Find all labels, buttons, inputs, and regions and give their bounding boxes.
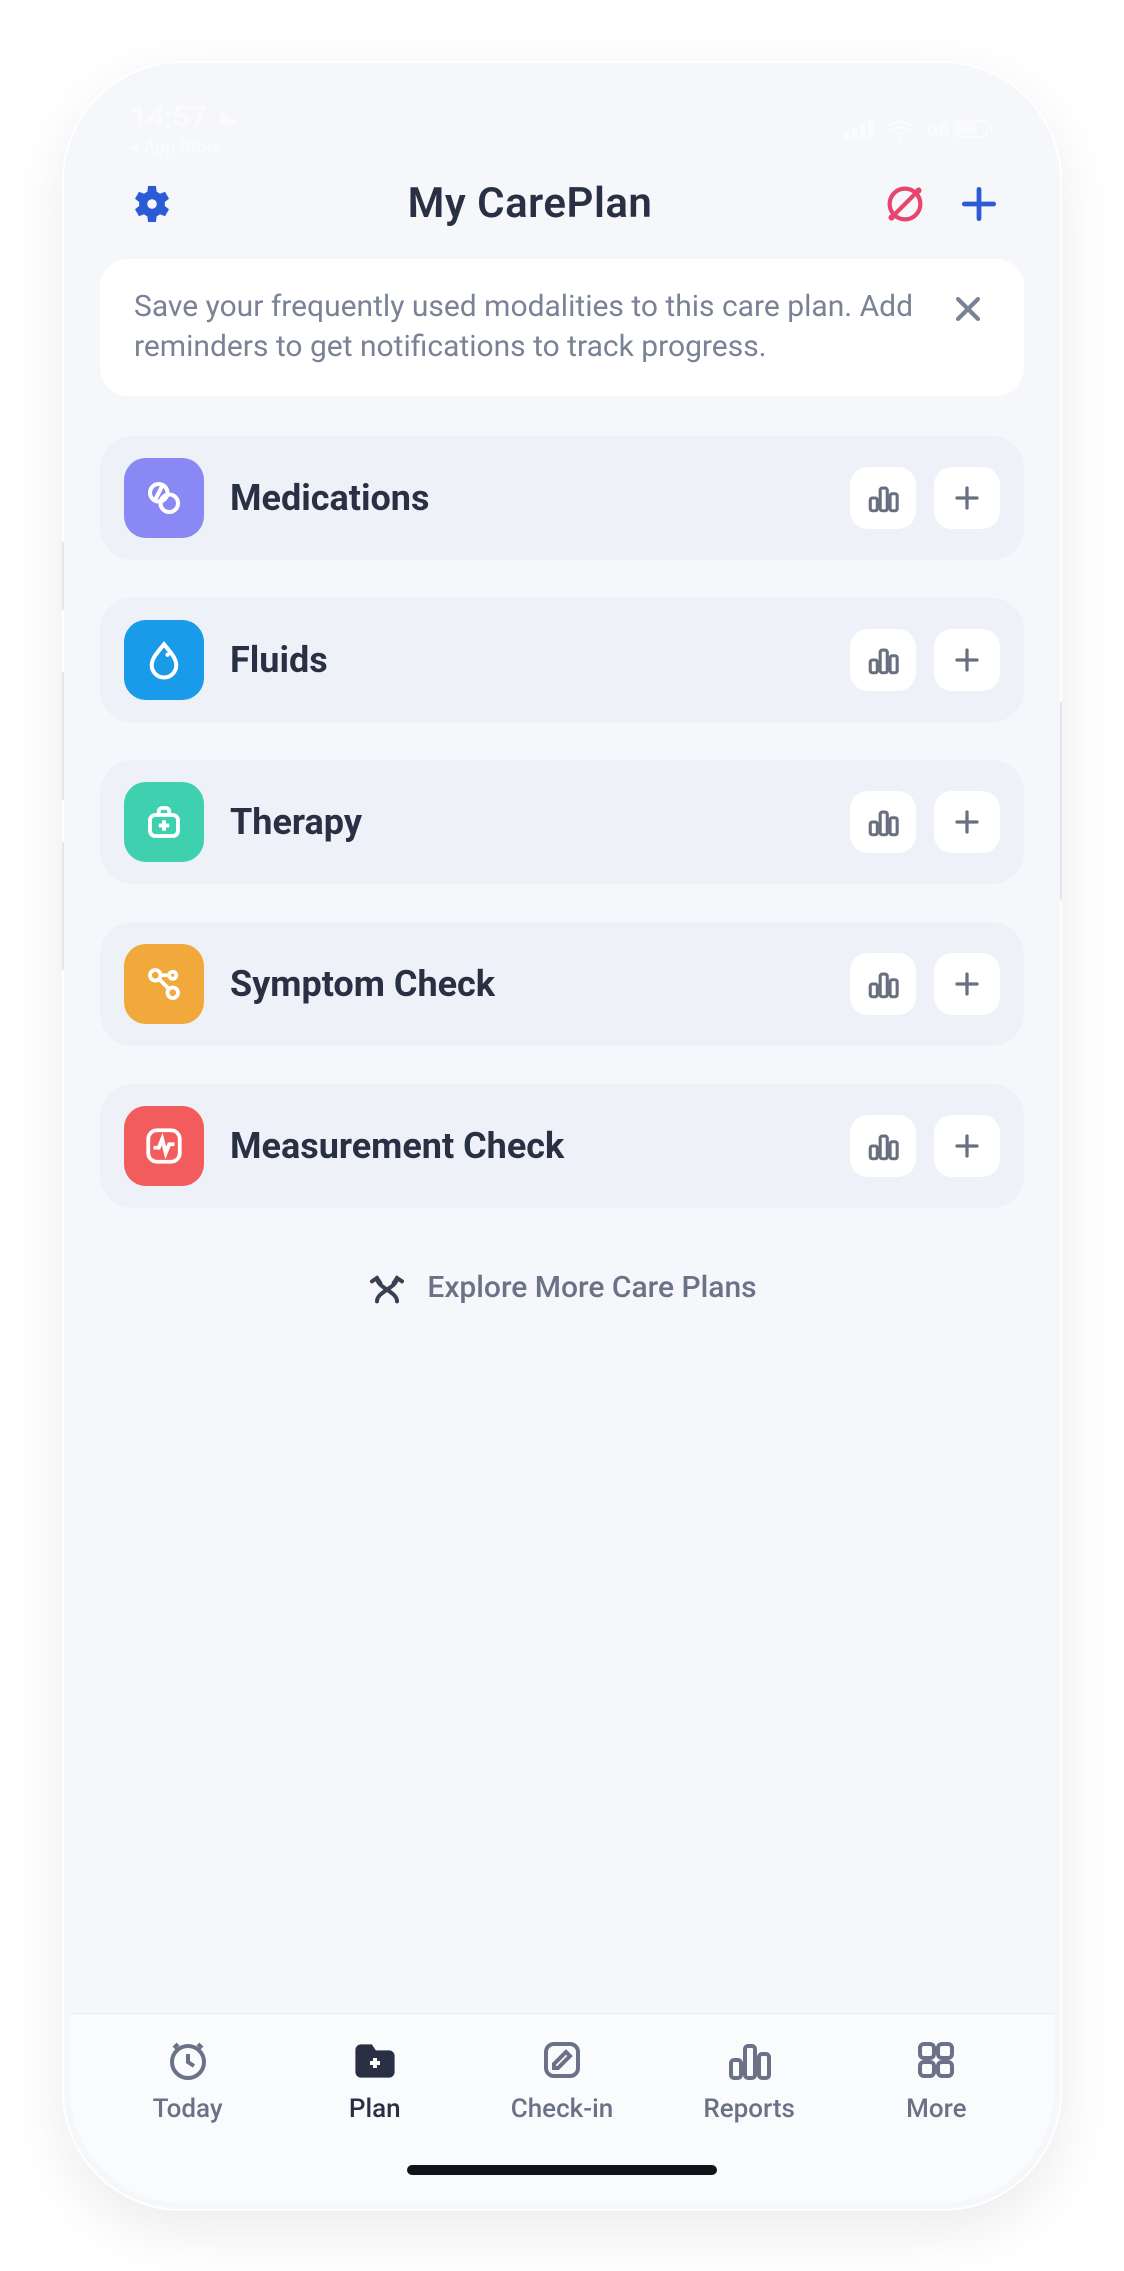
chart-icon bbox=[866, 481, 900, 515]
gear-icon bbox=[126, 180, 174, 228]
category-symptom-check[interactable]: Symptom Check bbox=[100, 922, 1024, 1046]
chart-icon bbox=[866, 805, 900, 839]
category-list: Medications Fluids bbox=[70, 396, 1054, 1208]
info-text: Save your frequently used modalities to … bbox=[134, 287, 926, 368]
note-edit-icon bbox=[538, 2036, 586, 2084]
settings-button[interactable] bbox=[120, 180, 180, 228]
chart-icon bbox=[866, 643, 900, 677]
tab-label: More bbox=[906, 2094, 966, 2124]
pills-icon bbox=[124, 458, 204, 538]
orbit-button[interactable] bbox=[880, 179, 930, 229]
moon-icon bbox=[217, 106, 239, 128]
stats-button[interactable] bbox=[850, 953, 916, 1015]
plus-icon bbox=[952, 483, 982, 513]
battery-percent: 66 bbox=[927, 117, 950, 141]
side-button bbox=[62, 541, 64, 611]
shuffle-icon bbox=[367, 1268, 407, 1308]
add-item-button[interactable] bbox=[934, 629, 1000, 691]
folder-icon bbox=[351, 2036, 399, 2084]
plus-icon bbox=[957, 182, 1001, 226]
category-fluids[interactable]: Fluids bbox=[100, 598, 1024, 722]
category-label: Fluids bbox=[230, 639, 824, 681]
info-card: Save your frequently used modalities to … bbox=[100, 259, 1024, 396]
category-measurement-check[interactable]: Measurement Check bbox=[100, 1084, 1024, 1208]
stats-button[interactable] bbox=[850, 1115, 916, 1177]
back-to-appstore[interactable]: ◂ App Store bbox=[130, 137, 239, 158]
add-item-button[interactable] bbox=[934, 1115, 1000, 1177]
grid-icon bbox=[912, 2036, 960, 2084]
close-icon bbox=[951, 292, 985, 326]
signal-icon bbox=[844, 119, 873, 139]
add-item-button[interactable] bbox=[934, 467, 1000, 529]
status-time: 14:57 bbox=[130, 100, 239, 135]
wifi-icon bbox=[887, 119, 913, 139]
tab-reports[interactable]: Reports bbox=[679, 2036, 819, 2124]
explore-label: Explore More Care Plans bbox=[427, 1270, 756, 1305]
close-info-button[interactable] bbox=[946, 287, 990, 331]
stats-button[interactable] bbox=[850, 791, 916, 853]
tab-label: Check-in bbox=[511, 2094, 613, 2124]
side-button bbox=[1060, 701, 1062, 901]
tab-checkin[interactable]: Check-in bbox=[492, 2036, 632, 2124]
tab-plan[interactable]: Plan bbox=[305, 2036, 445, 2124]
category-label: Measurement Check bbox=[230, 1125, 824, 1167]
droplet-icon bbox=[124, 620, 204, 700]
chart-icon bbox=[866, 1129, 900, 1163]
category-label: Symptom Check bbox=[230, 963, 824, 1005]
tab-today[interactable]: Today bbox=[118, 2036, 258, 2124]
page-title: My CarePlan bbox=[180, 179, 880, 228]
add-button[interactable] bbox=[954, 179, 1004, 229]
phone-frame: 14:57 ◂ App Store 66 bbox=[62, 61, 1062, 2211]
status-bar: 14:57 ◂ App Store 66 bbox=[70, 69, 1054, 159]
category-therapy[interactable]: Therapy bbox=[100, 760, 1024, 884]
tab-label: Reports bbox=[703, 2094, 795, 2124]
molecule-icon bbox=[124, 944, 204, 1024]
side-button bbox=[62, 841, 64, 971]
pulse-icon bbox=[124, 1106, 204, 1186]
stats-button[interactable] bbox=[850, 467, 916, 529]
category-label: Medications bbox=[230, 477, 824, 519]
category-label: Therapy bbox=[230, 801, 824, 843]
plus-icon bbox=[952, 807, 982, 837]
medkit-icon bbox=[124, 782, 204, 862]
chart-icon bbox=[725, 2036, 773, 2084]
side-button bbox=[62, 671, 64, 801]
chart-icon bbox=[866, 967, 900, 1001]
explore-more-button[interactable]: Explore More Care Plans bbox=[70, 1268, 1054, 1308]
tab-label: Plan bbox=[349, 2094, 401, 2124]
clock-icon bbox=[164, 2036, 212, 2084]
category-medications[interactable]: Medications bbox=[100, 436, 1024, 560]
orbit-icon bbox=[882, 181, 928, 227]
tab-more[interactable]: More bbox=[866, 2036, 1006, 2124]
app-header: My CarePlan bbox=[70, 159, 1054, 259]
home-indicator[interactable] bbox=[407, 2165, 717, 2175]
add-item-button[interactable] bbox=[934, 953, 1000, 1015]
status-time-text: 14:57 bbox=[130, 100, 207, 135]
stats-button[interactable] bbox=[850, 629, 916, 691]
plus-icon bbox=[952, 969, 982, 999]
battery-indicator: 66 bbox=[927, 117, 994, 141]
plus-icon bbox=[952, 1131, 982, 1161]
plus-icon bbox=[952, 645, 982, 675]
tab-label: Today bbox=[153, 2094, 223, 2124]
add-item-button[interactable] bbox=[934, 791, 1000, 853]
